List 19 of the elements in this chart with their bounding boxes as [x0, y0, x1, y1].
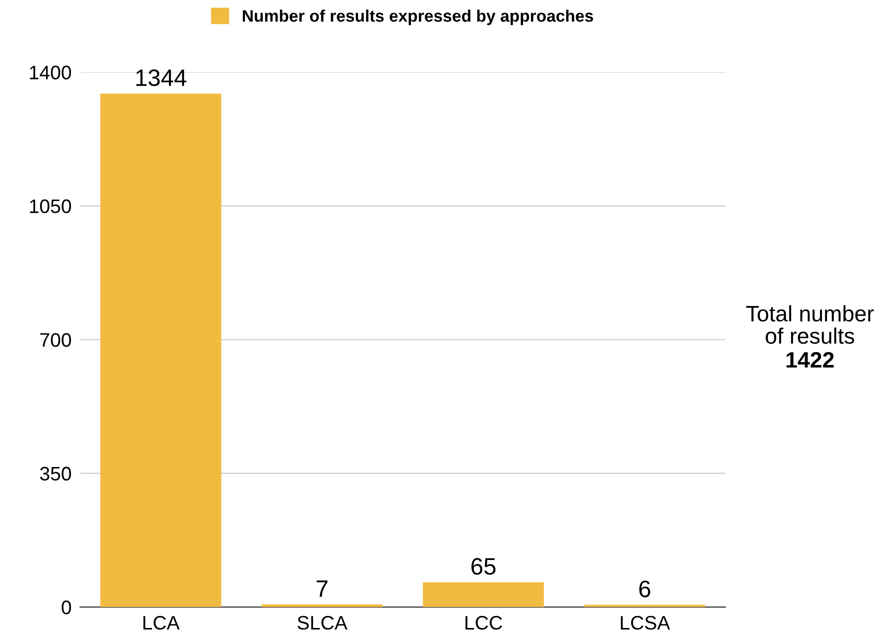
data-label: 7: [316, 580, 328, 597]
y-tick-label: 1400: [30, 66, 72, 80]
y-tick-label: 350: [40, 466, 72, 481]
x-tick-label: LCC: [466, 616, 502, 630]
data-label: 6: [639, 580, 650, 598]
bar: [262, 604, 383, 608]
data-label: 1344: [136, 69, 186, 86]
x-tick-label: LCA: [143, 616, 180, 630]
bar: [100, 94, 222, 608]
y-tick-label: 700: [40, 333, 72, 347]
bar: [422, 582, 544, 608]
y-tick-label: 1050: [30, 199, 72, 214]
y-tick-label: 0: [62, 600, 72, 614]
text: 1422: [786, 352, 834, 368]
x-tick-label: SLCA: [298, 616, 348, 630]
legend-label: Number of results expressed by approaches: [242, 10, 594, 26]
data-label: 65: [471, 558, 496, 575]
text: Total number of results: [746, 305, 874, 344]
x-tick-label: LCSA: [620, 616, 670, 630]
